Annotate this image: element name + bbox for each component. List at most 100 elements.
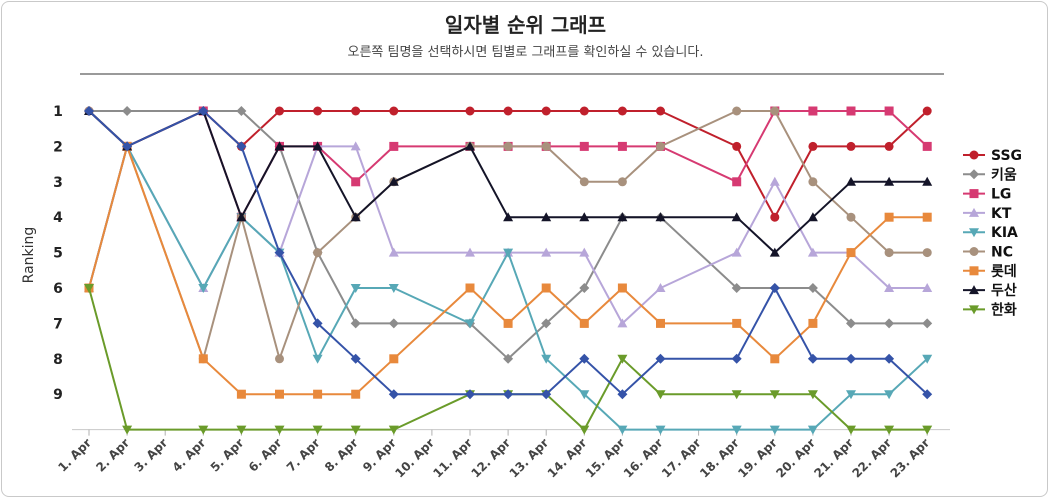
series-line[interactable]	[88, 110, 928, 360]
data-point[interactable]	[922, 318, 933, 329]
data-point[interactable]	[884, 390, 895, 400]
data-point[interactable]	[198, 284, 209, 293]
data-point[interactable]	[312, 318, 323, 329]
data-point[interactable]	[350, 318, 361, 329]
data-point[interactable]	[884, 318, 895, 329]
data-point[interactable]	[541, 283, 551, 293]
data-point[interactable]	[350, 212, 361, 222]
data-point[interactable]	[122, 141, 133, 152]
data-point[interactable]	[541, 318, 552, 329]
data-point[interactable]	[503, 106, 513, 116]
data-point[interactable]	[884, 425, 895, 435]
data-point[interactable]	[770, 354, 780, 364]
data-point[interactable]	[807, 283, 818, 293]
data-point[interactable]	[275, 354, 284, 364]
data-point[interactable]	[275, 389, 284, 399]
data-point[interactable]	[846, 353, 856, 364]
data-point[interactable]	[388, 389, 399, 400]
data-point[interactable]	[884, 212, 894, 222]
data-point[interactable]	[807, 390, 818, 400]
data-point[interactable]	[198, 106, 209, 116]
data-point[interactable]	[808, 318, 818, 328]
data-point[interactable]	[656, 106, 665, 116]
data-point[interactable]	[617, 283, 627, 293]
data-point[interactable]	[732, 106, 742, 116]
data-point[interactable]	[541, 389, 552, 400]
data-point[interactable]	[389, 106, 399, 116]
data-point[interactable]	[617, 354, 628, 364]
data-point[interactable]	[846, 318, 856, 329]
data-point[interactable]	[388, 176, 399, 186]
data-point[interactable]	[541, 247, 552, 257]
data-point[interactable]	[351, 177, 361, 187]
data-point[interactable]	[922, 106, 932, 116]
data-point[interactable]	[579, 106, 589, 116]
data-point[interactable]	[922, 425, 933, 435]
data-point[interactable]	[351, 389, 361, 399]
data-point[interactable]	[84, 284, 94, 293]
data-point[interactable]	[617, 389, 628, 400]
data-point[interactable]	[503, 318, 513, 328]
data-point[interactable]	[312, 141, 323, 151]
series-line[interactable]	[88, 110, 928, 396]
data-point[interactable]	[579, 212, 590, 222]
data-point[interactable]	[922, 389, 933, 400]
data-point[interactable]	[313, 248, 323, 258]
legend-item-LG[interactable]: LG	[963, 187, 1011, 203]
data-point[interactable]	[617, 425, 628, 435]
data-point[interactable]	[655, 425, 666, 435]
data-point[interactable]	[807, 212, 818, 222]
legend-item-키움[interactable]: 키움	[963, 167, 1017, 183]
data-point[interactable]	[807, 353, 818, 364]
data-point[interactable]	[503, 212, 514, 222]
data-point[interactable]	[236, 389, 246, 399]
data-point[interactable]	[846, 176, 856, 186]
data-point[interactable]	[808, 141, 818, 151]
legend-item-한화[interactable]: 한화	[963, 302, 1017, 318]
data-point[interactable]	[312, 354, 323, 364]
data-point[interactable]	[503, 248, 514, 258]
data-point[interactable]	[465, 141, 475, 151]
data-point[interactable]	[846, 106, 856, 116]
data-point[interactable]	[731, 247, 742, 257]
data-point[interactable]	[236, 212, 247, 222]
data-point[interactable]	[846, 141, 856, 151]
legend-item-NC[interactable]: NC	[963, 245, 1013, 261]
data-point[interactable]	[922, 248, 932, 258]
data-point[interactable]	[541, 212, 552, 222]
data-point[interactable]	[617, 106, 627, 116]
data-point[interactable]	[465, 247, 475, 257]
data-point[interactable]	[274, 425, 285, 435]
data-point[interactable]	[388, 425, 399, 435]
data-point[interactable]	[731, 212, 742, 222]
data-point[interactable]	[541, 141, 551, 151]
data-point[interactable]	[922, 212, 932, 222]
series-line[interactable]	[88, 145, 928, 325]
data-point[interactable]	[884, 176, 895, 186]
data-point[interactable]	[236, 106, 247, 116]
data-point[interactable]	[846, 425, 856, 435]
data-point[interactable]	[579, 390, 590, 400]
data-point[interactable]	[465, 106, 475, 116]
data-point[interactable]	[275, 106, 284, 116]
data-point[interactable]	[274, 247, 285, 258]
data-point[interactable]	[579, 318, 589, 328]
data-point[interactable]	[350, 284, 361, 293]
series-line[interactable]	[88, 110, 928, 219]
data-point[interactable]	[769, 283, 780, 293]
data-point[interactable]	[732, 141, 742, 151]
data-point[interactable]	[656, 141, 665, 151]
data-point[interactable]	[465, 389, 475, 400]
data-point[interactable]	[731, 390, 742, 400]
data-point[interactable]	[541, 354, 552, 364]
data-point[interactable]	[236, 425, 247, 435]
data-point[interactable]	[503, 141, 513, 151]
data-point[interactable]	[350, 141, 361, 151]
data-point[interactable]	[732, 318, 742, 328]
data-point[interactable]	[655, 212, 666, 222]
data-point[interactable]	[389, 141, 399, 151]
data-point[interactable]	[807, 425, 818, 435]
data-point[interactable]	[884, 283, 895, 292]
data-point[interactable]	[770, 212, 780, 222]
